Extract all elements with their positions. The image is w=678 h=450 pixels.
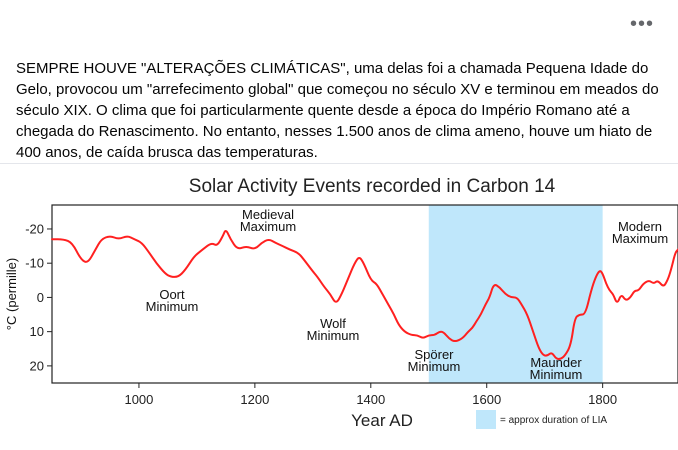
x-tick-label: 1000 — [124, 392, 153, 407]
annotation-wolf: Minimum — [307, 328, 360, 343]
annotation-modern: Modern — [618, 219, 662, 234]
y-tick-label: -10 — [25, 256, 44, 271]
x-tick-label: 1600 — [472, 392, 501, 407]
annotation-medieval: Maximum — [240, 219, 296, 234]
annotation-modern: Maximum — [612, 231, 668, 246]
lia-shaded-region — [428, 205, 603, 383]
annotation-sporer: Minimum — [408, 359, 461, 374]
y-tick-label: 0 — [37, 290, 44, 305]
annotation-wolf: Wolf — [320, 316, 346, 331]
legend-swatch — [476, 410, 496, 429]
annotation-oort: Oort — [159, 287, 185, 302]
annotation-maunder: Minimum — [530, 367, 583, 382]
annotation-sporer: Spörer — [414, 347, 454, 362]
post-text: SEMPRE HOUVE "ALTERAÇÕES CLIMÁTICAS", um… — [16, 60, 659, 161]
annotation-medieval: Medieval — [242, 207, 294, 222]
x-tick-label: 1400 — [356, 392, 385, 407]
y-tick-label: 20 — [30, 358, 44, 373]
post-image[interactable]: Solar Activity Events recorded in Carbon… — [0, 164, 678, 450]
y-axis-label: °C (permille) — [4, 258, 19, 330]
carbon14-chart: Solar Activity Events recorded in Carbon… — [0, 164, 678, 450]
x-tick-label: 1800 — [588, 392, 617, 407]
y-tick-label: -20 — [25, 221, 44, 236]
more-options-icon[interactable]: ••• — [629, 13, 654, 35]
x-tick-label: 1200 — [240, 392, 269, 407]
series-line-0 — [51, 230, 678, 360]
annotation-oort: Minimum — [146, 299, 199, 314]
y-tick-label: 10 — [30, 324, 44, 339]
x-axis-label: Year AD — [351, 411, 413, 430]
legend-label: = approx duration of LIA — [500, 415, 607, 426]
divider — [0, 163, 678, 164]
plot-frame — [51, 204, 678, 384]
annotation-maunder: Maunder — [530, 355, 582, 370]
chart-title: Solar Activity Events recorded in Carbon… — [189, 176, 556, 197]
